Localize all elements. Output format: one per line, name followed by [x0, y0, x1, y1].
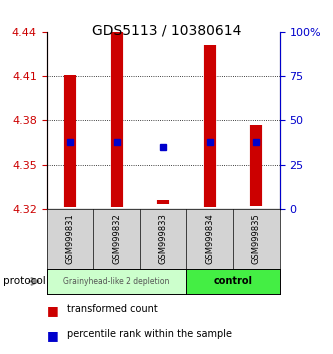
Text: control: control: [213, 276, 253, 286]
Text: ■: ■: [47, 304, 58, 318]
Text: GSM999834: GSM999834: [205, 213, 214, 264]
Text: GSM999831: GSM999831: [65, 213, 75, 264]
Text: GSM999832: GSM999832: [112, 213, 121, 264]
Text: ■: ■: [47, 329, 58, 342]
Text: GSM999833: GSM999833: [159, 213, 168, 264]
Text: Grainyhead-like 2 depletion: Grainyhead-like 2 depletion: [63, 277, 170, 286]
Text: GDS5113 / 10380614: GDS5113 / 10380614: [92, 23, 241, 37]
Text: GSM999835: GSM999835: [252, 213, 261, 264]
Text: percentile rank within the sample: percentile rank within the sample: [67, 329, 231, 339]
Text: transformed count: transformed count: [67, 304, 158, 314]
Text: protocol: protocol: [3, 276, 46, 286]
